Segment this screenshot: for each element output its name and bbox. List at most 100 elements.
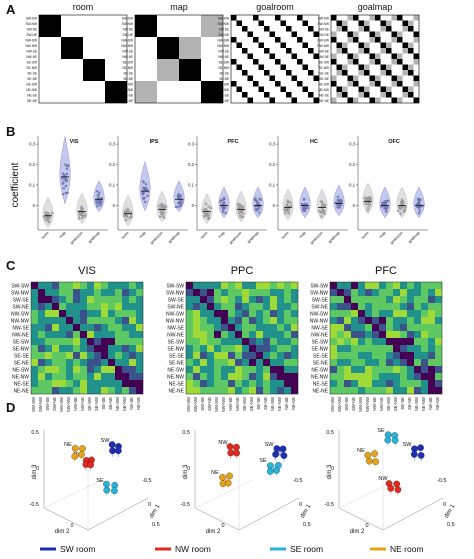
rdm-cell [168,48,174,54]
rdm-cell [297,86,303,93]
rdm-cell [308,31,314,38]
y-tick-label: 0 [192,203,195,208]
rdm-cell [207,380,215,388]
rdm-cell [168,70,174,76]
rdm-col-label: NE-NW [421,397,426,411]
rdm-cell [83,42,89,49]
rdm-cell [397,92,403,98]
axes-box [338,430,444,531]
rdm-cell [39,31,45,38]
rdm-cell [297,42,303,49]
rdm-cell [190,64,196,71]
rdm-cell [353,81,359,87]
rdm-cell [55,81,62,87]
rdm-cell [358,380,366,388]
rdm-cell [105,59,111,65]
rdm-cell [236,37,243,43]
rdm-cell [386,345,394,353]
rdm-cell [375,92,381,98]
rdm-cell [108,352,116,360]
rdm-cell [247,26,254,32]
rdm-cell [270,380,278,388]
rdm-cell [39,70,45,76]
data-point [180,201,184,204]
rdm-cell [193,296,201,304]
rdm-cell [286,97,292,104]
rdm-cell [280,42,287,49]
data-point [289,204,293,207]
rdm-cell [365,380,373,388]
rdm-cell [347,81,354,87]
rdm-cell [116,86,122,93]
rdm-cell [258,92,265,98]
rdm-cell [38,282,46,290]
data-point [161,205,164,208]
rdm-cell [121,81,128,87]
rdm-cell [179,26,185,32]
rdm-cell [308,97,314,104]
rdm-cell [186,331,194,339]
rdm-cell [52,352,60,360]
rdm-cell [73,324,81,332]
rdm-cell [179,20,185,27]
rdm-cell [302,53,309,60]
model-rdm-goalroom: goalroomSW-SWSW-NWSW-SESW-NENW-SWNW-NWNW… [217,2,320,104]
rdm-cell [291,92,298,98]
rdm-cell [286,26,292,32]
rdm-cell [402,26,409,32]
rdm-row-label: NE-SE [319,93,329,97]
rdm-cell [331,26,337,32]
rdm-cell [39,81,45,87]
rdm-cell [242,48,248,54]
rdm-cell [201,59,207,65]
rdm-cell [212,53,218,60]
rdm-cell [101,310,109,318]
rdm-cell [52,289,60,297]
mds-point [280,452,288,459]
rdm-cell [249,310,257,318]
rdm-cell [77,48,84,54]
rdm-cell [88,15,95,21]
rdm-cell [313,53,320,60]
rdm-cell [358,48,365,54]
rdm-cell [146,20,152,27]
rdm-cell [212,92,218,98]
x-tick-label: room [121,231,130,240]
rdm-cell [129,345,137,353]
data-point [365,196,368,200]
rdm-cell [38,296,46,304]
rdm-cell [55,48,62,54]
rdm-cell [337,289,345,297]
rdm-cell [380,97,387,104]
mds-point [394,486,402,493]
rdm-cell [44,81,51,87]
rdm-cell [365,324,373,332]
rdm-row-label: SE-NE [219,77,229,81]
rdm-cell [122,282,130,290]
y-tick-label: 0 [33,203,36,208]
rdm-cell [50,31,56,38]
rdm-cell [94,331,102,339]
rdm-cell [372,345,380,353]
rdm-row-label: NW-NE [12,332,30,338]
rdm-cell [347,59,354,65]
rdm-cell [247,81,254,87]
data-point [97,202,101,205]
rdm-cell [247,15,254,21]
rdm-cell [66,92,73,98]
rdm-cell [235,296,243,304]
rdm-cell [146,31,152,38]
tick-label: 0.5 [152,522,160,528]
rdm-cell [207,373,215,381]
rdm-cell [52,338,60,346]
rdm-cell [31,282,39,290]
rdm-cell [136,338,144,346]
data-point [60,176,64,180]
rdm-cell [263,338,271,346]
rdm-cell [115,331,123,339]
rdm-cell [146,48,152,54]
rdm-cell [88,59,95,65]
rdm-cell [351,296,359,304]
rdm-cell [408,20,414,27]
rdm-cell [428,317,436,325]
